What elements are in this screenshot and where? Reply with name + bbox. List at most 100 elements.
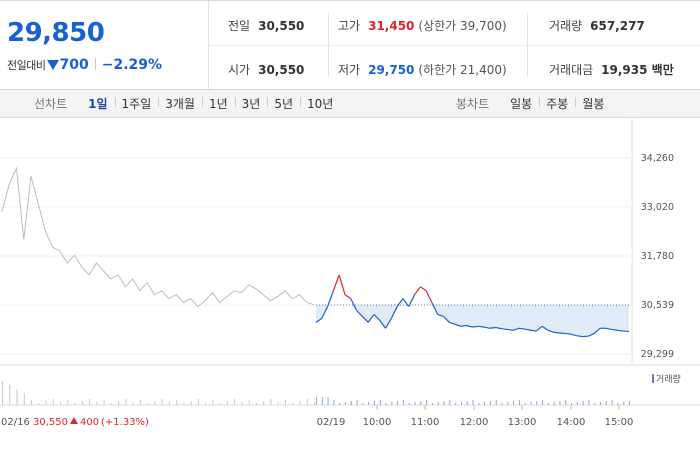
y-tick-label: 34,260 bbox=[641, 153, 674, 164]
volume-bar bbox=[9, 385, 10, 405]
today-line-segment bbox=[345, 295, 351, 299]
volume-bar bbox=[588, 400, 589, 405]
y-tick-label: 29,299 bbox=[641, 349, 674, 360]
prev-day-rate: (+1.33%) bbox=[101, 417, 149, 428]
prev-day-date: 02/16 bbox=[1, 417, 30, 428]
today-line-segment bbox=[333, 275, 339, 291]
x-axis-label: 14:00 bbox=[557, 417, 586, 428]
volume-bar bbox=[455, 403, 456, 405]
volume-bar bbox=[227, 401, 228, 405]
today-line-segment bbox=[530, 330, 536, 331]
volume-bar bbox=[513, 401, 514, 405]
volume-bar bbox=[162, 399, 163, 405]
volume-bar bbox=[403, 400, 404, 405]
stat-label: 거래대금 bbox=[549, 63, 593, 77]
volume-bar bbox=[299, 401, 300, 405]
volume-bar bbox=[82, 401, 83, 405]
volume-bar bbox=[612, 400, 613, 405]
volume-bar bbox=[490, 401, 491, 405]
volume-bar bbox=[484, 402, 485, 405]
volume-bar bbox=[154, 401, 155, 405]
volume-bar bbox=[46, 401, 47, 405]
divider bbox=[209, 45, 700, 46]
volume-bar bbox=[391, 402, 392, 405]
volume-bar bbox=[577, 402, 578, 405]
volume-bar bbox=[38, 403, 39, 405]
volume-bar bbox=[554, 402, 555, 405]
today-line-segment bbox=[328, 291, 334, 307]
volume-bar bbox=[118, 401, 119, 405]
volume-bar bbox=[461, 402, 462, 405]
volume-bar bbox=[525, 403, 526, 405]
x-axis-label: 10:00 bbox=[363, 417, 392, 428]
volume-bar bbox=[75, 403, 76, 405]
candle-chart-label: 봉차트 bbox=[456, 95, 489, 112]
volume-bar bbox=[548, 403, 549, 405]
volume-bar bbox=[198, 399, 199, 405]
volume-bar bbox=[386, 403, 387, 405]
today-line-segment bbox=[577, 336, 583, 337]
tab-1y[interactable]: 1년 bbox=[202, 95, 235, 112]
tab-daily[interactable]: 일봉 bbox=[503, 95, 539, 112]
volume-bar bbox=[617, 403, 618, 405]
prev-day-series bbox=[2, 168, 314, 306]
stat-label: 시가 bbox=[228, 63, 250, 77]
volume-bar bbox=[536, 401, 537, 405]
stat-value: 657,277 bbox=[590, 19, 645, 33]
today-line-segment bbox=[420, 287, 426, 291]
tab-monthly[interactable]: 월봉 bbox=[575, 95, 611, 112]
volume-bar bbox=[191, 401, 192, 405]
tab-5y[interactable]: 5년 bbox=[267, 95, 300, 112]
volume-bar bbox=[415, 402, 416, 405]
volume-bar bbox=[183, 403, 184, 405]
stat-value: 30,550 bbox=[258, 63, 304, 77]
today-line-segment bbox=[519, 328, 525, 329]
stat-open: 시가 30,550 bbox=[228, 61, 304, 78]
volume-bar bbox=[328, 397, 329, 405]
volume-bar bbox=[473, 400, 474, 405]
prev-day-line bbox=[2, 168, 314, 306]
volume-bar bbox=[519, 400, 520, 405]
today-line-segment bbox=[473, 326, 479, 327]
volume-bar bbox=[496, 400, 497, 405]
volume-bar bbox=[380, 400, 381, 405]
tab-10y[interactable]: 10년 bbox=[300, 95, 340, 112]
tab-3m[interactable]: 3개월 bbox=[158, 95, 202, 112]
today-line-segment bbox=[490, 327, 496, 328]
tab-1w[interactable]: 1주일 bbox=[115, 95, 159, 112]
volume-bar bbox=[24, 393, 25, 405]
volume-bar bbox=[409, 403, 410, 405]
x-axis-label: 12:00 bbox=[460, 417, 489, 428]
x-axis-label: 02/19 bbox=[317, 417, 346, 428]
prev-day-change: 400 bbox=[80, 417, 99, 428]
stat-value: 30,550 bbox=[258, 19, 304, 33]
today-line-segment bbox=[461, 326, 467, 327]
x-axis-label: 15:00 bbox=[605, 417, 634, 428]
tab-3y[interactable]: 3년 bbox=[235, 95, 268, 112]
volume-bar bbox=[212, 400, 213, 405]
volume-bar bbox=[270, 399, 271, 405]
tab-1d[interactable]: 1일 bbox=[81, 95, 114, 112]
volume-legend-label: 거래량 bbox=[656, 373, 681, 385]
divider bbox=[95, 58, 96, 70]
volume-bar bbox=[256, 403, 257, 405]
volume-bar bbox=[467, 401, 468, 405]
volume-bar bbox=[507, 402, 508, 405]
volume-bar bbox=[176, 400, 177, 405]
volume-bar bbox=[420, 401, 421, 405]
stat-value: 31,450 bbox=[368, 19, 414, 33]
x-axis-label: 11:00 bbox=[411, 417, 440, 428]
volume-bar bbox=[67, 400, 68, 405]
volume-bar bbox=[583, 401, 584, 405]
volume-legend-icon bbox=[652, 374, 654, 383]
today-line-segment bbox=[415, 287, 421, 295]
volume-bar bbox=[96, 402, 97, 405]
today-line-segment bbox=[554, 332, 560, 333]
volume-bar bbox=[594, 403, 595, 405]
volume-bar bbox=[278, 402, 279, 405]
tab-weekly[interactable]: 주봉 bbox=[539, 95, 575, 112]
